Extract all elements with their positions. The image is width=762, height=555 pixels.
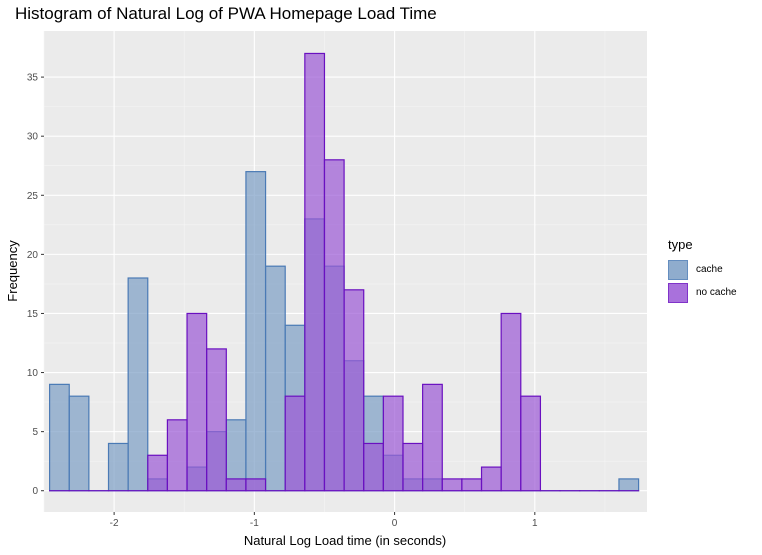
bar-no-cache [225,478,247,492]
legend-title: type [668,237,693,252]
legend-swatch [668,282,688,303]
x-tick-label: -1 [250,518,259,529]
y-tick-label: 30 [27,132,39,143]
bar-no-cache [343,289,365,492]
x-tick-label: 1 [532,518,538,529]
x-tick-label: -2 [110,518,119,529]
bar-no-cache [520,395,542,492]
bar-cache [68,395,90,492]
y-tick-label: 35 [27,73,39,84]
bar-no-cache [441,478,463,492]
legend-item-no-cache: no cache [668,281,737,304]
legend-swatch [668,259,688,280]
bar-no-cache [245,478,267,492]
bar-no-cache [461,478,483,492]
bar-no-cache [206,348,227,492]
bar-no-cache [500,312,522,492]
y-tick-label: 25 [27,191,39,202]
bar-no-cache [186,312,208,492]
legend: type cache no cache [668,237,737,304]
x-tick-label: 0 [392,518,398,529]
bar-no-cache [422,383,443,492]
y-tick-label: 15 [27,309,39,320]
bar-no-cache [323,159,345,492]
y-axis-title: Frequency [5,240,20,302]
legend-item-cache: cache [668,258,737,281]
bar-no-cache [480,466,502,492]
x-axis-title: Natural Log Load time (in seconds) [244,533,446,548]
bar-no-cache [147,454,169,492]
bar-no-cache [304,52,326,492]
y-tick-label: 10 [27,368,39,379]
bar-cache [49,383,70,492]
bar-no-cache [402,442,424,492]
y-tick-label: 20 [27,250,39,261]
legend-label: cache [696,264,723,275]
bar-no-cache [284,395,306,492]
bar-cache [127,277,149,492]
bar-cache [245,171,267,492]
bar-no-cache [382,395,404,492]
bar-cache [107,442,129,492]
bar-cache [618,478,640,492]
bar-no-cache [166,419,188,492]
bar-no-cache [363,442,384,492]
histogram-bars [49,52,640,492]
chart-title: Histogram of Natural Log of PWA Homepage… [15,4,437,23]
legend-label: no cache [696,287,737,298]
axes: 0 5 10 15 20 25 30 35 -2 -1 0 1 [27,73,538,529]
bar-cache [264,265,286,492]
y-tick-label: 5 [32,427,38,438]
y-tick-label: 0 [32,486,38,497]
